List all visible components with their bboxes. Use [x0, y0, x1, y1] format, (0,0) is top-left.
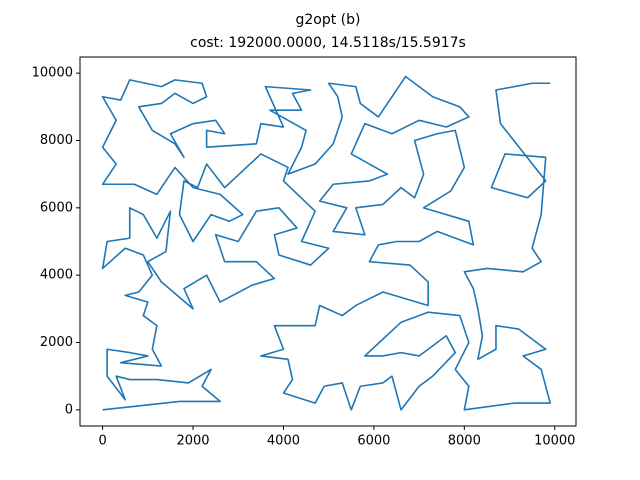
- x-tick-label: 8000: [448, 434, 481, 449]
- y-tick-label: 6000: [40, 200, 73, 215]
- y-tick-label: 0: [65, 402, 73, 417]
- y-tick-label: 2000: [40, 335, 73, 350]
- x-tick-label: 4000: [267, 434, 300, 449]
- chart-title: g2opt (b): [296, 12, 361, 28]
- x-tick-label: 2000: [176, 434, 209, 449]
- x-tick-label: 0: [98, 434, 106, 449]
- x-tick-label: 10000: [534, 434, 575, 449]
- y-tick-label: 8000: [40, 133, 73, 148]
- y-tick-label: 10000: [32, 66, 73, 81]
- x-tick-label: 6000: [357, 434, 390, 449]
- y-tick-label: 4000: [40, 268, 73, 283]
- tour-line: [101, 75, 552, 411]
- chart-subtitle: cost: 192000.0000, 14.5118s/15.5917s: [190, 35, 466, 51]
- axes-frame: [79, 56, 577, 427]
